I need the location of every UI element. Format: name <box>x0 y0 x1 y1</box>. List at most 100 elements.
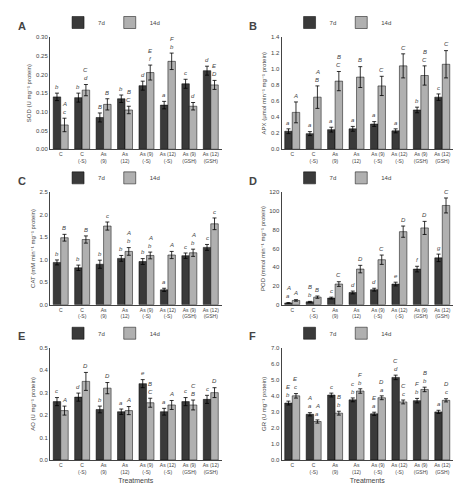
svg-text:As (9)(-S): As (9)(-S) <box>371 307 385 320</box>
svg-text:C: C <box>444 189 449 195</box>
svg-text:C(-S): C(-S) <box>309 307 318 320</box>
svg-text:4.0: 4.0 <box>271 393 280 399</box>
svg-text:C: C <box>401 45 406 51</box>
svg-text:C: C <box>18 175 26 187</box>
svg-text:0.20: 0.20 <box>36 72 48 78</box>
svg-text:C(-S): C(-S) <box>78 462 87 475</box>
svg-text:b: b <box>76 256 80 262</box>
svg-text:c: c <box>437 85 440 91</box>
svg-text:a: a <box>315 411 319 417</box>
svg-text:As (12)(-S): As (12)(-S) <box>160 307 176 320</box>
svg-text:1.0: 1.0 <box>271 441 280 447</box>
svg-text:APX (µmol min⁻¹ mg⁻¹ protein): APX (µmol min⁻¹ mg⁻¹ protein) <box>261 52 267 134</box>
svg-text:As (12)(GSH): As (12)(GSH) <box>434 151 450 164</box>
svg-text:As (12)(GSH): As (12)(GSH) <box>203 151 219 164</box>
svg-text:A: A <box>148 235 153 241</box>
svg-text:As (12)(GSH): As (12)(GSH) <box>203 307 219 320</box>
svg-text:As(12): As(12) <box>352 307 361 320</box>
svg-text:As(12): As(12) <box>352 151 361 164</box>
svg-text:A: A <box>126 230 131 236</box>
svg-text:As (9)(GSH): As (9)(GSH) <box>182 307 197 320</box>
svg-text:d: d <box>84 75 88 81</box>
svg-text:7d: 7d <box>330 20 337 26</box>
svg-text:B: B <box>105 90 109 96</box>
svg-text:E: E <box>212 63 217 69</box>
svg-text:0.3: 0.3 <box>39 390 48 396</box>
svg-text:As (9)(-S): As (9)(-S) <box>140 462 154 475</box>
svg-text:f: f <box>149 56 152 62</box>
svg-text:a: a <box>351 117 355 123</box>
svg-text:b: b <box>191 240 195 246</box>
svg-text:0.0: 0.0 <box>39 302 48 308</box>
svg-text:7.0: 7.0 <box>271 345 280 351</box>
svg-text:0.30: 0.30 <box>36 34 48 40</box>
svg-text:6.0: 6.0 <box>271 361 280 367</box>
svg-text:14d: 14d <box>381 331 391 337</box>
svg-text:As(9): As(9) <box>101 151 107 164</box>
svg-text:A: A <box>191 232 196 238</box>
svg-text:b: b <box>286 392 290 398</box>
svg-text:a: a <box>437 401 441 407</box>
svg-text:A: A <box>293 93 298 99</box>
svg-text:F: F <box>415 381 419 387</box>
svg-text:C: C <box>126 97 131 103</box>
svg-text:d: d <box>191 93 195 99</box>
svg-text:C: C <box>191 383 196 389</box>
svg-text:B: B <box>423 370 427 376</box>
svg-text:C: C <box>59 462 63 468</box>
svg-text:C: C <box>336 62 341 68</box>
svg-text:14d: 14d <box>150 331 160 337</box>
svg-text:B: B <box>127 89 131 95</box>
svg-text:0.5: 0.5 <box>39 279 48 285</box>
svg-text:0.2: 0.2 <box>271 130 280 136</box>
svg-text:E: E <box>18 330 25 342</box>
svg-text:b: b <box>148 243 152 249</box>
svg-text:C: C <box>401 383 406 389</box>
svg-text:As (9)(GSH): As (9)(GSH) <box>414 462 429 475</box>
svg-text:B: B <box>249 20 257 32</box>
svg-text:b: b <box>170 44 174 50</box>
svg-text:B: B <box>337 394 341 400</box>
svg-text:As (12)(-S): As (12)(-S) <box>391 307 407 320</box>
svg-text:c: c <box>184 244 187 250</box>
svg-text:b: b <box>98 397 102 403</box>
svg-text:d: d <box>141 72 145 78</box>
svg-text:d: d <box>205 57 209 63</box>
svg-text:b: b <box>423 378 427 384</box>
svg-text:c: c <box>184 70 187 76</box>
svg-text:C: C <box>336 272 341 278</box>
svg-text:A: A <box>286 285 291 291</box>
svg-text:B: B <box>337 54 341 60</box>
svg-text:b: b <box>119 86 123 92</box>
svg-text:B: B <box>62 225 66 231</box>
svg-text:As(9): As(9) <box>332 462 338 475</box>
svg-text:As (9)(-S): As (9)(-S) <box>140 307 154 320</box>
svg-text:C: C <box>290 307 294 313</box>
svg-text:As(9): As(9) <box>101 462 107 475</box>
svg-text:C: C <box>83 67 88 73</box>
svg-text:a: a <box>308 403 312 409</box>
svg-text:As(12): As(12) <box>121 151 130 164</box>
svg-text:c: c <box>445 389 448 395</box>
svg-text:As(9): As(9) <box>332 151 338 164</box>
svg-text:b: b <box>415 389 419 395</box>
svg-text:B: B <box>308 284 312 290</box>
svg-text:A: A <box>169 242 174 248</box>
svg-text:b: b <box>55 84 59 90</box>
svg-text:B: B <box>315 77 319 83</box>
svg-text:D: D <box>379 379 384 385</box>
svg-text:f: f <box>416 257 419 263</box>
svg-text:Treatments: Treatments <box>350 477 386 484</box>
svg-text:a: a <box>162 92 166 98</box>
svg-text:a: a <box>380 387 384 393</box>
svg-text:C: C <box>444 41 449 47</box>
svg-text:A: A <box>126 397 131 403</box>
svg-text:C: C <box>148 389 153 395</box>
svg-text:As (12)(GSH): As (12)(GSH) <box>434 307 450 320</box>
svg-text:0.0: 0.0 <box>271 457 280 463</box>
svg-text:C: C <box>290 462 294 468</box>
svg-text:B: B <box>423 49 427 55</box>
svg-text:d: d <box>351 282 355 288</box>
svg-text:As (12)(GSH): As (12)(GSH) <box>434 462 450 475</box>
svg-text:1.0: 1.0 <box>39 257 48 263</box>
